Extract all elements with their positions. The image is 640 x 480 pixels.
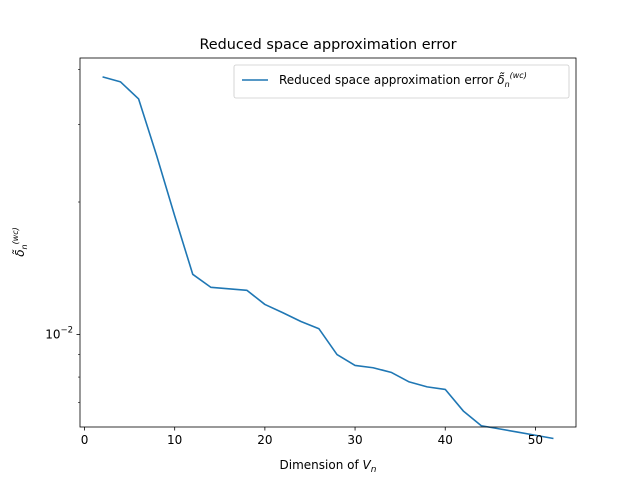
x-tick-label: 10 — [167, 433, 182, 447]
plot-area — [79, 57, 577, 440]
legend-label: Reduced space approximation error δ̃n(wc… — [279, 71, 527, 89]
y-tick-label: 10−2 — [45, 325, 73, 341]
x-tick-label: 30 — [347, 433, 362, 447]
x-tick-label: 20 — [257, 433, 272, 447]
x-axis-label: Dimension of Vn — [280, 458, 377, 475]
series-line — [102, 76, 554, 440]
x-tick-label: 40 — [438, 433, 453, 447]
axes-frame — [79, 57, 577, 428]
x-tick-label: 50 — [528, 433, 543, 447]
chart-title: Reduced space approximation error — [199, 37, 456, 53]
x-axis: 0 10 20 30 40 50 — [81, 427, 543, 447]
legend: Reduced space approximation error δ̃n(wc… — [233, 64, 570, 99]
y-axis-label: δ̃n(wc) — [11, 227, 29, 257]
legend-frame — [233, 64, 570, 99]
y-axis: 10−2 — [45, 69, 80, 403]
x-tick-label: 0 — [81, 433, 89, 447]
